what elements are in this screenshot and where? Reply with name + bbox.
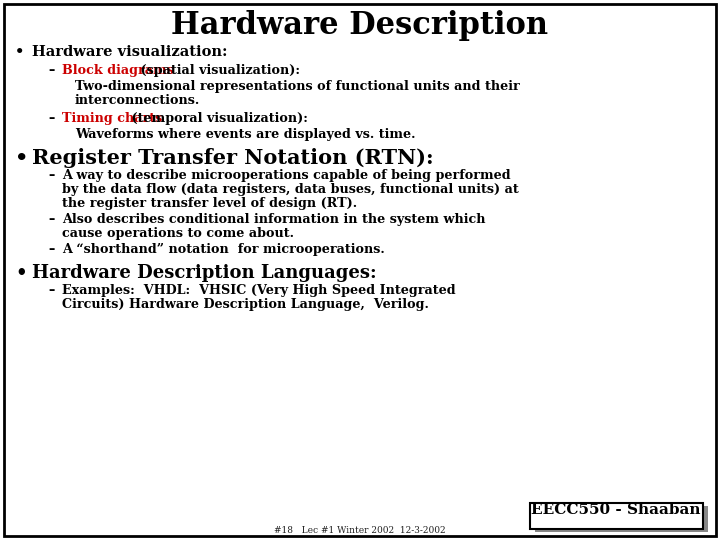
Text: EECC550 - Shaaban: EECC550 - Shaaban: [531, 503, 701, 517]
Text: A “shorthand” notation  for microoperations.: A “shorthand” notation for microoperatio…: [62, 243, 384, 256]
Text: –: –: [48, 112, 54, 125]
Text: Timing charts: Timing charts: [62, 112, 162, 125]
Text: (spatial visualization):: (spatial visualization):: [136, 64, 300, 77]
FancyBboxPatch shape: [535, 506, 708, 532]
Text: •: •: [15, 45, 24, 59]
Text: cause operations to come about.: cause operations to come about.: [62, 227, 294, 240]
Text: #18   Lec #1 Winter 2002  12-3-2002: #18 Lec #1 Winter 2002 12-3-2002: [274, 526, 446, 535]
FancyBboxPatch shape: [530, 503, 703, 529]
FancyBboxPatch shape: [4, 4, 716, 536]
Text: •: •: [15, 264, 27, 282]
Text: Register Transfer Notation (RTN):: Register Transfer Notation (RTN):: [32, 148, 433, 168]
Text: –: –: [48, 169, 54, 182]
Text: Block diagrams: Block diagrams: [62, 64, 174, 77]
Text: Examples:  VHDL:  VHSIC (Very High Speed Integrated: Examples: VHDL: VHSIC (Very High Speed I…: [62, 284, 456, 297]
Text: Hardware Description: Hardware Description: [171, 10, 549, 41]
Text: the register transfer level of design (RT).: the register transfer level of design (R…: [62, 197, 357, 210]
Text: Two-dimensional representations of functional units and their: Two-dimensional representations of funct…: [75, 80, 520, 93]
Text: (temporal visualization):: (temporal visualization):: [127, 112, 308, 125]
Text: A way to describe microoperations capable of being performed: A way to describe microoperations capabl…: [62, 169, 510, 182]
Text: Also describes conditional information in the system which: Also describes conditional information i…: [62, 213, 485, 226]
Text: –: –: [48, 213, 54, 226]
Text: Waveforms where events are displayed vs. time.: Waveforms where events are displayed vs.…: [75, 128, 415, 141]
Text: Circuits) Hardware Description Language,  Verilog.: Circuits) Hardware Description Language,…: [62, 298, 429, 311]
Text: –: –: [48, 64, 54, 77]
Text: –: –: [48, 243, 54, 256]
Text: Hardware Description Languages:: Hardware Description Languages:: [32, 264, 377, 282]
Text: interconnections.: interconnections.: [75, 94, 200, 107]
Text: –: –: [48, 284, 54, 297]
Text: •: •: [15, 148, 28, 168]
Text: Hardware visualization:: Hardware visualization:: [32, 45, 228, 59]
Text: by the data flow (data registers, data buses, functional units) at: by the data flow (data registers, data b…: [62, 183, 518, 196]
